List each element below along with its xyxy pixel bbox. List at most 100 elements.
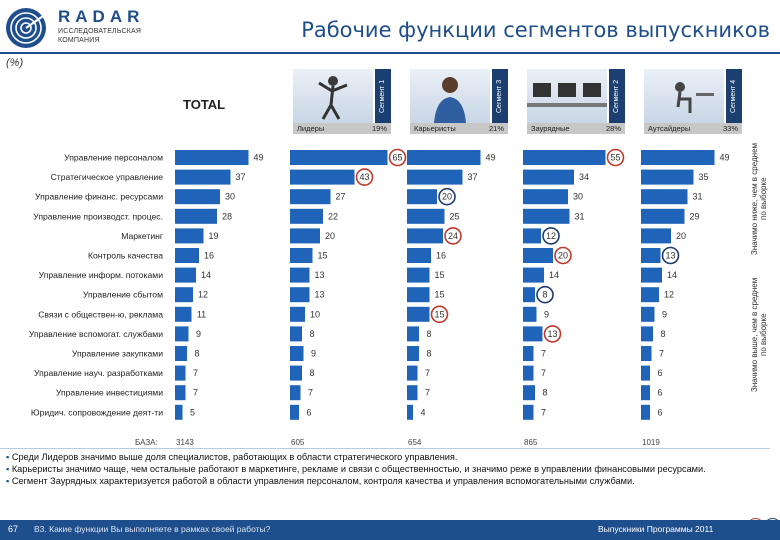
base-value-outsiders: 1019 — [642, 438, 660, 447]
significance-circle — [355, 168, 374, 186]
segment-3-photo — [410, 69, 490, 123]
bar-value-label: 6 — [657, 388, 662, 398]
bar — [641, 385, 650, 401]
bar-value-label: 49 — [253, 153, 263, 163]
bar — [290, 150, 388, 165]
bar — [641, 267, 662, 283]
bar-value-label: 43 — [359, 172, 369, 182]
significance-circle — [661, 246, 680, 265]
bar — [175, 326, 189, 342]
footer: 67 В3. Какие функции Вы выполняете в рам… — [0, 520, 780, 540]
bar — [523, 189, 568, 205]
bar-value-label: 7 — [541, 349, 546, 359]
bar-value-label: 25 — [449, 211, 459, 221]
bar — [641, 208, 685, 224]
bar — [523, 326, 543, 342]
bar-value-label: 20 — [325, 231, 335, 241]
bar — [290, 287, 310, 303]
bar-value-label: 8 — [660, 329, 665, 339]
bar-value-label: 13 — [665, 251, 675, 261]
category-label: Стратегическое управление — [51, 172, 164, 182]
page-number: 67 — [8, 524, 19, 534]
bar-value-label: 11 — [197, 309, 206, 319]
significance-circle — [543, 325, 562, 343]
radar-logo-icon — [6, 8, 47, 48]
bar-value-label: 16 — [204, 251, 214, 261]
bar-value-label: 12 — [664, 290, 674, 300]
category-label: Управление закупками — [72, 349, 163, 359]
bar-value-label: 6 — [657, 407, 662, 417]
bar-value-label: 7 — [193, 368, 198, 378]
note-3: ▪ Сегмент Заурядных характеризуется рабо… — [6, 476, 758, 487]
bar — [407, 365, 418, 381]
bar-value-label: 10 — [310, 309, 320, 319]
bar — [290, 404, 299, 420]
unit-label: (%) — [6, 57, 24, 69]
bar-value-label: 14 — [667, 270, 677, 280]
bar — [290, 326, 302, 342]
bar-value-label: 9 — [311, 349, 316, 359]
bar-value-label: 22 — [328, 211, 338, 221]
functions-bar-chart: Управление персоналом Стратегическое упра… — [29, 148, 730, 420]
footer-project-label: Выпускники Программы 2011 — [598, 524, 714, 534]
bar-value-label: 34 — [579, 172, 589, 182]
bar — [407, 306, 430, 322]
bar-value-label: 29 — [689, 211, 699, 221]
bar — [641, 404, 650, 420]
bar-value-label: 15 — [434, 290, 444, 300]
bar-value-label: 7 — [308, 388, 313, 398]
bar — [175, 365, 186, 381]
bar-value-label: 55 — [610, 153, 620, 163]
bar — [523, 248, 553, 263]
bullet-icon: ▪ — [6, 464, 12, 475]
bar — [290, 346, 304, 361]
bar — [175, 208, 217, 224]
bar-value-label: 7 — [541, 407, 546, 417]
bar — [175, 228, 204, 244]
bar-value-label: 9 — [662, 309, 667, 319]
category-label: Связи с обществен-ю, реклама — [38, 309, 163, 319]
category-label: Управление инвестициями — [56, 388, 163, 398]
bullet-icon: ▪ — [6, 476, 12, 487]
category-label: Управление информ. потоками — [39, 270, 164, 280]
header: RADAR ИССЛЕДОВАТЕЛЬСКАЯ КОМПАНИЯ Рабочие… — [0, 0, 780, 56]
bar — [407, 150, 481, 165]
bar-value-label: 20 — [558, 251, 568, 261]
bar — [175, 346, 187, 361]
bar — [523, 208, 570, 224]
note-1-text: Среди Лидеров значимо выше доля специали… — [11, 452, 458, 462]
bar-value-label: 7 — [193, 388, 198, 398]
bar-value-label: 13 — [314, 270, 324, 280]
bar-value-label: 27 — [335, 192, 345, 202]
bar-value-label: 8 — [309, 329, 314, 339]
bar-value-label: 24 — [448, 231, 458, 241]
bar-value-label: 4 — [420, 407, 425, 417]
bar-value-label: 9 — [196, 329, 201, 339]
bar — [290, 365, 302, 381]
bar — [290, 248, 313, 263]
segment-1-photo — [293, 69, 373, 123]
category-label: Управление сбытом — [83, 290, 163, 300]
segment-4-photo — [644, 69, 724, 123]
bar-value-label: 30 — [573, 192, 583, 202]
segment-2-photo — [527, 69, 607, 123]
segment-4-share: 33% — [722, 124, 738, 133]
bar-value-label: 6 — [306, 407, 311, 417]
bar — [290, 228, 320, 244]
segment-2-tab: Сегмент 2 — [609, 69, 625, 123]
bar-value-label: 15 — [317, 251, 327, 261]
bar — [175, 385, 186, 401]
segment-2-share: 28% — [605, 124, 621, 133]
bar — [407, 208, 445, 224]
bar-value-label: 19 — [208, 231, 218, 241]
significance-circle — [430, 305, 449, 324]
significance-circle — [536, 285, 554, 304]
bar — [290, 169, 355, 185]
bar — [175, 306, 192, 322]
bar — [641, 169, 694, 185]
bar — [641, 228, 671, 244]
bar-value-label: 20 — [676, 231, 686, 241]
bar — [407, 228, 443, 244]
significance-circle — [554, 246, 572, 265]
category-label: Управление производст. процес. — [33, 211, 163, 221]
